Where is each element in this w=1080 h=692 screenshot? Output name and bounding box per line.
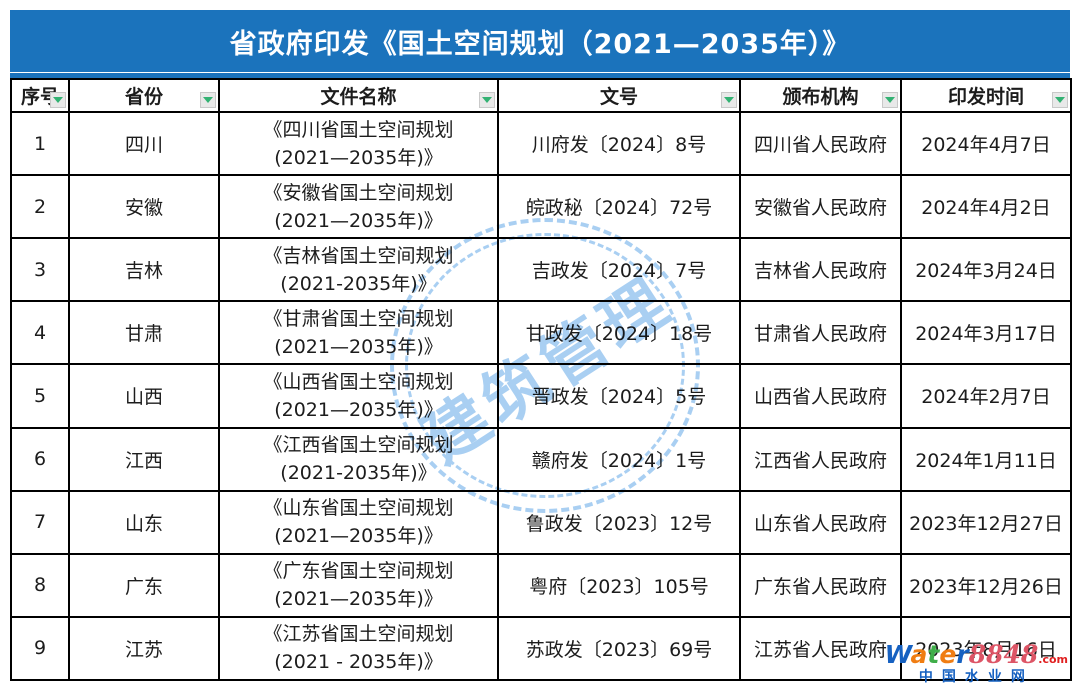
cell-issue-date: 2024年4月2日 [900,174,1072,240]
cell-agency: 甘肃省人民政府 [739,300,902,366]
column-header-seq: 序号 [10,78,70,113]
cell-doc-name: 《广东省国土空间规划 (2021—2035年)》 [218,552,499,618]
table-row: 9 江苏 《江苏省国土空间规划 (2021 - 2035年)》 苏政发〔2023… [10,615,1072,682]
table-row: 2 安徽 《安徽省国土空间规划 (2021—2035年)》 皖政秘〔2024〕7… [10,174,1072,240]
cell-doc-number: 晋政发〔2024〕5号 [497,363,741,429]
cell-issue-date: 2024年1月11日 [900,426,1072,492]
filter-arrow-icon [53,97,63,103]
cell-doc-name: 《安徽省国土空间规划 (2021—2035年)》 [218,174,499,240]
cell-seq: 8 [10,552,70,618]
cell-doc-name: 《四川省国土空间规划 (2021—2035年)》 [218,110,499,177]
column-header-doc-name: 文件名称 [218,78,499,113]
title-divider [10,73,1070,78]
cell-issue-date: 2024年2月7日 [900,363,1072,429]
column-header-label: 文件名称 [320,86,397,108]
cell-seq: 3 [10,237,70,303]
filter-dropdown-button[interactable] [882,92,898,108]
cell-doc-number: 赣府发〔2024〕1号 [497,426,741,492]
cell-doc-number: 甘政发〔2024〕18号 [497,300,741,366]
cell-province: 江苏 [68,615,220,682]
cell-doc-name: 《山西省国土空间规划 (2021—2035年)》 [218,363,499,429]
column-header-agency: 颁布机构 [739,78,902,113]
table-row: 1 四川 《四川省国土空间规划 (2021—2035年)》 川府发〔2024〕8… [10,110,1072,177]
cell-seq: 5 [10,363,70,429]
filter-arrow-icon [724,97,734,103]
cell-doc-number: 鲁政发〔2023〕12号 [497,489,741,555]
table-row: 8 广东 《广东省国土空间规划 (2021—2035年)》 粤府〔2023〕10… [10,552,1072,618]
cell-doc-name: 《江苏省国土空间规划 (2021 - 2035年)》 [218,615,499,682]
filter-arrow-icon [885,97,895,103]
table-row: 4 甘肃 《甘肃省国土空间规划 (2021—2035年)》 甘政发〔2024〕1… [10,300,1072,366]
filter-dropdown-button[interactable] [200,92,216,108]
filter-dropdown-button[interactable] [721,92,737,108]
column-header-label: 印发时间 [947,86,1024,108]
table-row: 5 山西 《山西省国土空间规划 (2021—2035年)》 晋政发〔2024〕5… [10,363,1072,429]
filter-dropdown-button[interactable] [1052,92,1068,108]
table-row: 6 江西 《江西省国土空间规划 (2021-2035年)》 赣府发〔2024〕1… [10,426,1072,492]
cell-issue-date: 2023年12月26日 [900,552,1072,618]
table-title: 省政府印发《国土空间规划（2021—2035年）》 [229,28,851,60]
cell-province: 安徽 [68,174,220,240]
cell-seq: 6 [10,426,70,492]
cell-doc-name: 《山东省国土空间规划 (2021—2035年)》 [218,489,499,555]
cell-seq: 1 [10,110,70,177]
cell-province: 四川 [68,110,220,177]
cell-doc-number: 川府发〔2024〕8号 [497,110,741,177]
column-header-label: 省份 [124,86,163,108]
table-row: 3 吉林 《吉林省国土空间规划 (2021-2035年)》 吉政发〔2024〕7… [10,237,1072,303]
table-row: 7 山东 《山东省国土空间规划 (2021—2035年)》 鲁政发〔2023〕1… [10,489,1072,555]
column-header-province: 省份 [68,78,220,113]
cell-agency: 江苏省人民政府 [739,615,902,682]
cell-province: 山东 [68,489,220,555]
cell-doc-number: 吉政发〔2024〕7号 [497,237,741,303]
cell-province: 江西 [68,426,220,492]
cell-agency: 四川省人民政府 [739,110,902,177]
cell-doc-number: 苏政发〔2023〕69号 [497,615,741,682]
filter-arrow-icon [482,97,492,103]
column-header-label: 序号 [20,86,59,108]
cell-province: 广东 [68,552,220,618]
column-header-issue-date: 印发时间 [900,78,1072,113]
cell-seq: 7 [10,489,70,555]
cell-agency: 广东省人民政府 [739,552,902,618]
cell-doc-number: 粤府〔2023〕105号 [497,552,741,618]
cell-agency: 山西省人民政府 [739,363,902,429]
cell-doc-name: 《甘肃省国土空间规划 (2021—2035年)》 [218,300,499,366]
cell-issue-date: 2024年4月7日 [900,110,1072,177]
cell-issue-date: 2024年3月24日 [900,237,1072,303]
cell-issue-date: 2023年8月16日 [900,615,1072,682]
cell-issue-date: 2024年3月17日 [900,300,1072,366]
data-table: 序号 省份 文件名称 文号 颁布机构 [10,78,1072,682]
filter-arrow-icon [1055,97,1065,103]
cell-province: 吉林 [68,237,220,303]
column-header-label: 文号 [599,86,638,108]
cell-province: 甘肃 [68,300,220,366]
cell-agency: 山东省人民政府 [739,489,902,555]
column-header-doc-number: 文号 [497,78,741,113]
cell-agency: 江西省人民政府 [739,426,902,492]
filter-arrow-icon [203,97,213,103]
table-frame: 省政府印发《国土空间规划（2021—2035年）》 序号 省份 文件名称 [10,10,1072,682]
cell-doc-name: 《江西省国土空间规划 (2021-2035年)》 [218,426,499,492]
cell-seq: 2 [10,174,70,240]
cell-doc-number: 皖政秘〔2024〕72号 [497,174,741,240]
cell-province: 山西 [68,363,220,429]
cell-agency: 吉林省人民政府 [739,237,902,303]
cell-agency: 安徽省人民政府 [739,174,902,240]
table-title-bar: 省政府印发《国土空间规划（2021—2035年）》 [10,10,1070,73]
filter-dropdown-button[interactable] [50,92,66,108]
cell-seq: 9 [10,615,70,682]
cell-issue-date: 2023年12月27日 [900,489,1072,555]
cell-seq: 4 [10,300,70,366]
header-row: 序号 省份 文件名称 文号 颁布机构 [10,78,1072,113]
cell-doc-name: 《吉林省国土空间规划 (2021-2035年)》 [218,237,499,303]
column-header-label: 颁布机构 [782,86,859,108]
filter-dropdown-button[interactable] [479,92,495,108]
